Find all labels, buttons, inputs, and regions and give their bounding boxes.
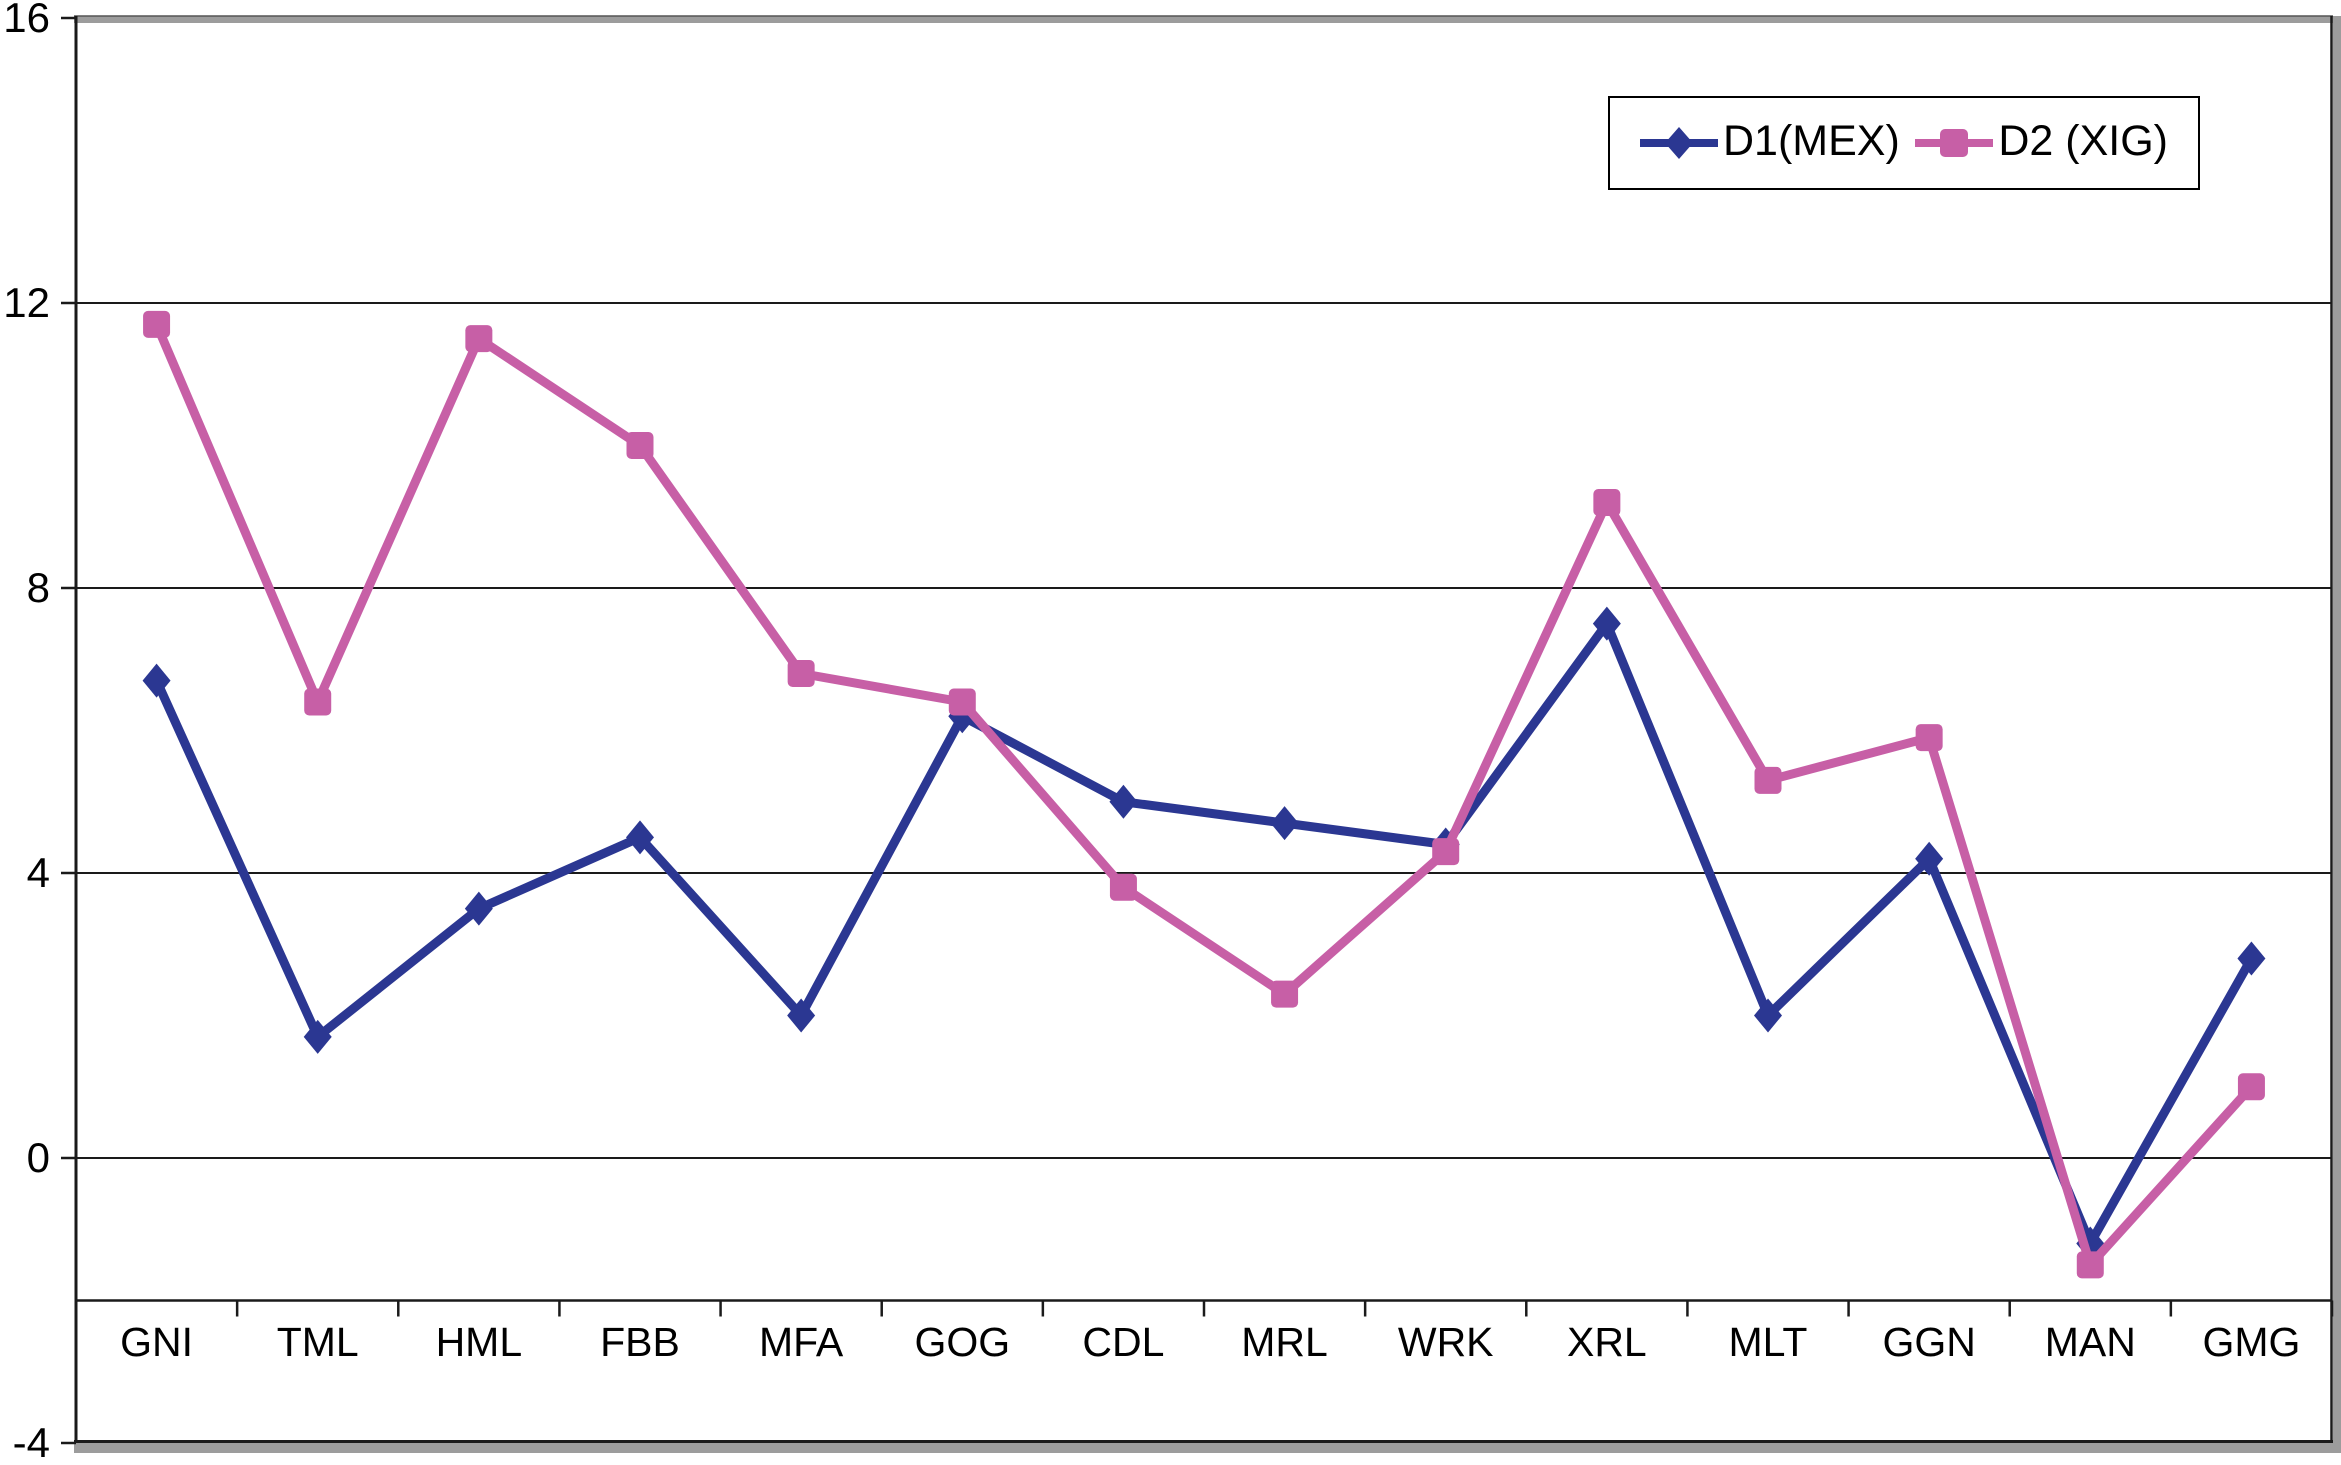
marker-square-ggn [1915, 724, 1943, 752]
category-label-fbb: FBB [600, 1319, 680, 1365]
plot-shadow-bottom [74, 1443, 2341, 1453]
legend-sample-d1 [1640, 125, 1718, 161]
marker-square-mlt [1754, 766, 1782, 794]
plot-shadow-right [2333, 16, 2341, 1453]
y-tick-label: 16 [3, 0, 50, 41]
legend-label-d1: D1(MEX) [1723, 116, 1900, 165]
marker-diamond-tml [303, 1019, 332, 1054]
marker-square-gni [143, 310, 171, 338]
marker-diamond-gmg [2237, 941, 2266, 976]
category-label-mrl: MRL [1241, 1319, 1328, 1365]
marker-square-fbb [626, 432, 654, 459]
category-label-xrl: XRL [1567, 1319, 1647, 1365]
legend-label-d2: D2 (XIG) [1998, 116, 2168, 165]
category-label-man: MAN [2045, 1319, 2136, 1365]
marker-diamond-mrl [1270, 806, 1299, 841]
category-label-gmg: GMG [2202, 1319, 2300, 1365]
category-label-mfa: MFA [759, 1319, 844, 1365]
legend-item-d2: D2 (XIG) [1915, 116, 2168, 167]
y-tick-label: 0 [27, 1134, 50, 1181]
diamond-marker-icon [1665, 127, 1693, 159]
series-line-1 [152, 619, 2256, 1248]
marker-square-gog [948, 688, 976, 716]
category-label-gni: GNI [120, 1319, 193, 1365]
marker-diamond-gni [142, 663, 171, 698]
y-tick-label: -4 [13, 1419, 50, 1465]
y-tick-label: 8 [27, 564, 50, 611]
marker-square-hml [465, 325, 493, 353]
category-label-ggn: GGN [1882, 1319, 1975, 1365]
category-label-hml: HML [436, 1319, 523, 1365]
y-tick-label: 12 [3, 279, 50, 326]
plot-border-top [74, 16, 2341, 23]
marker-diamond-ggn [1915, 841, 1944, 876]
marker-diamond-xrl [1592, 606, 1621, 641]
marker-square-mfa [787, 660, 815, 687]
marker-diamond-fbb [626, 820, 654, 855]
square-marker-icon [1940, 129, 1969, 157]
marker-square-wrk [1432, 838, 1460, 866]
marker-diamond-mlt [1754, 998, 1782, 1033]
category-label-tml: TML [277, 1319, 359, 1365]
marker-square-man [2076, 1251, 2104, 1279]
marker-square-xrl [1593, 489, 1621, 516]
marker-diamond-cdl [1109, 784, 1138, 819]
category-label-cdl: CDL [1082, 1319, 1164, 1365]
legend-item-d1: D1(MEX) [1640, 116, 1900, 167]
marker-square-mrl [1271, 980, 1299, 1008]
category-label-wrk: WRK [1398, 1319, 1494, 1365]
marker-square-cdl [1109, 873, 1137, 901]
legend-sample-d2 [1915, 125, 1994, 161]
y-tick-label: 4 [27, 849, 50, 896]
marker-diamond-mfa [787, 998, 816, 1033]
series-line-2 [152, 319, 2256, 1270]
category-label-gog: GOG [914, 1319, 1010, 1365]
legend: D1(MEX) D2 (XIG) [1608, 96, 2200, 190]
marker-diamond-hml [464, 891, 493, 926]
marker-square-tml [304, 688, 332, 716]
category-label-mlt: MLT [1729, 1319, 1808, 1365]
marker-square-gmg [2237, 1073, 2265, 1101]
